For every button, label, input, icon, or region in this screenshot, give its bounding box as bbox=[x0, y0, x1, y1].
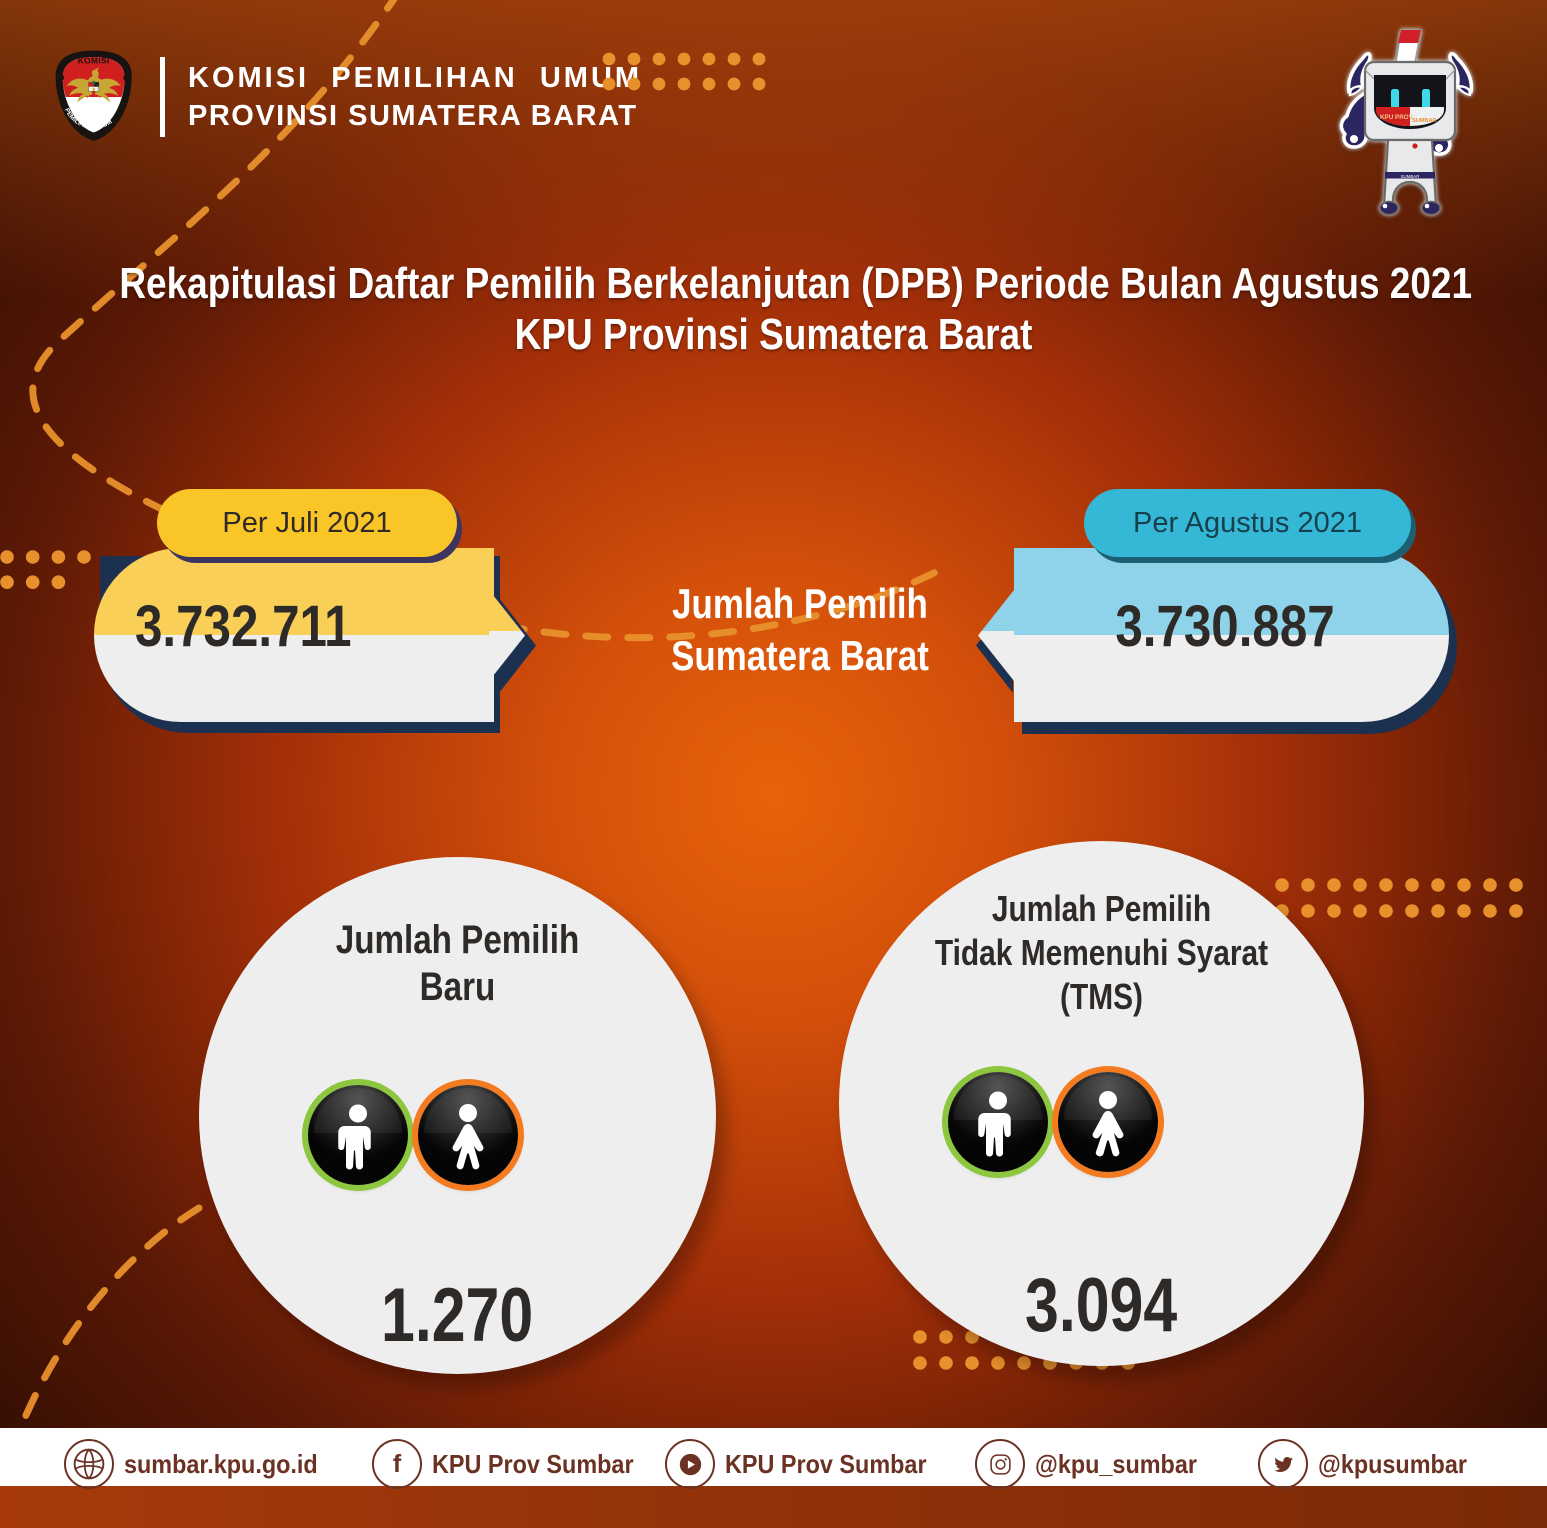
svg-text:SUMBAR: SUMBAR bbox=[1412, 118, 1437, 124]
svg-text:KOMISI: KOMISI bbox=[78, 55, 110, 65]
svg-text:KPU PROV: KPU PROV bbox=[1380, 114, 1414, 121]
svg-text:SUMBAR: SUMBAR bbox=[1401, 174, 1420, 179]
